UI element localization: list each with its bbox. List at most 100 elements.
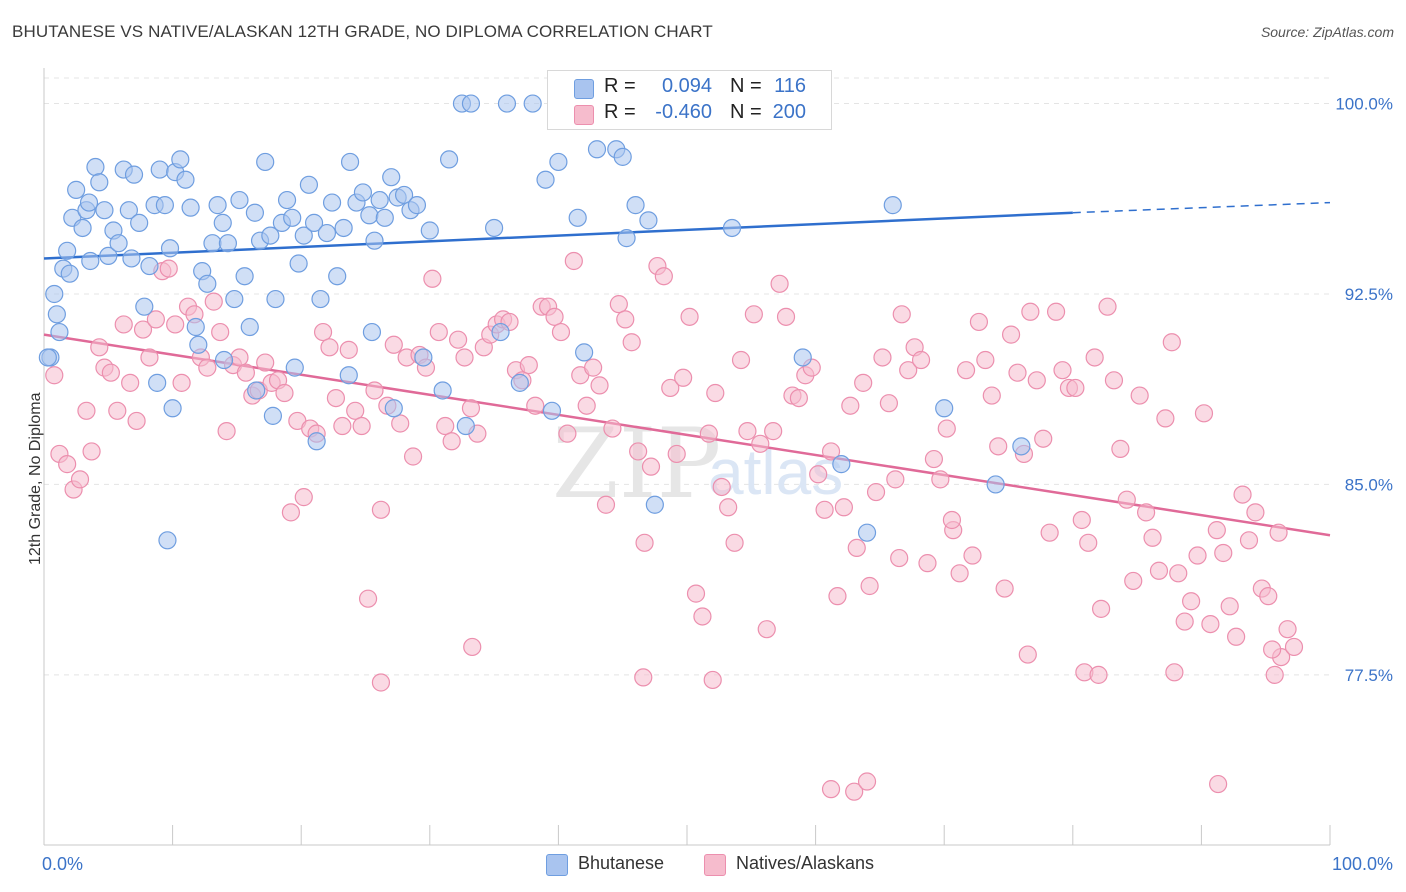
data-point [1209, 774, 1228, 794]
data-point [158, 531, 177, 550]
data-point [815, 500, 834, 519]
data-point [277, 190, 297, 210]
data-point [82, 442, 101, 461]
data-point [757, 620, 776, 639]
data-point [725, 533, 744, 552]
data-point [58, 455, 77, 474]
series-bhutanese [38, 94, 1031, 550]
data-point [1104, 371, 1124, 390]
data-point [1027, 371, 1046, 390]
data-point [603, 419, 622, 438]
data-point [738, 422, 757, 441]
data-point [333, 416, 352, 436]
data-point [809, 465, 828, 484]
data-point [213, 213, 232, 232]
data-point [545, 307, 564, 326]
y-axis-label: 12th Grade, No Diploma [27, 392, 44, 565]
y-tick-labels: 77.5% 85.0% 92.5% 100.0% [1335, 95, 1393, 685]
data-point [793, 348, 812, 367]
data-point [150, 160, 169, 179]
data-point [1018, 645, 1037, 664]
data-point [320, 338, 339, 357]
data-point [60, 264, 79, 283]
data-point [146, 310, 165, 329]
data-point [982, 386, 1001, 405]
data-point [629, 442, 648, 461]
data-point [217, 422, 236, 441]
data-point [79, 193, 99, 212]
data-point [384, 335, 403, 354]
data-point [989, 437, 1008, 456]
data-point [322, 193, 342, 212]
data-point [857, 523, 877, 542]
data-point [122, 249, 141, 268]
data-point [536, 170, 555, 189]
data-point [956, 361, 976, 380]
data-point [703, 670, 722, 690]
data-point [1175, 612, 1194, 631]
data-point [159, 259, 178, 278]
data-point [1162, 333, 1181, 352]
data-point [1149, 561, 1169, 580]
data-point [661, 378, 680, 398]
data-point [133, 320, 153, 339]
data-point [281, 503, 301, 522]
data-point [101, 363, 120, 382]
data-point [616, 310, 635, 329]
data-point [1066, 378, 1085, 398]
data-point [328, 267, 347, 286]
trend-line-extension [1072, 201, 1331, 214]
data-point [873, 348, 892, 367]
data-point [770, 274, 789, 293]
series-natives-alaskans [45, 251, 1304, 801]
data-point [584, 358, 603, 377]
y-tick-label: 100.0% [1335, 95, 1393, 114]
data-point [70, 470, 90, 489]
data-point [384, 399, 403, 418]
data-point [433, 381, 452, 400]
data-point [519, 355, 538, 375]
data-point [95, 201, 114, 220]
data-point [832, 455, 851, 474]
data-point [230, 348, 249, 367]
data-point [375, 208, 394, 227]
data-point [218, 234, 237, 253]
data-point [1111, 439, 1130, 458]
stats-row-bhutanese: R = 0.094 N = 116 [548, 75, 831, 101]
watermark-zip: ZIP [552, 408, 721, 520]
data-point [937, 419, 956, 438]
data-point [1259, 587, 1278, 606]
data-point [81, 251, 100, 271]
data-point [542, 401, 562, 420]
data-point [587, 140, 607, 159]
y-tick-label: 92.5% [1345, 285, 1393, 304]
data-point [1130, 386, 1149, 405]
data-point [155, 196, 174, 215]
data-point [693, 607, 712, 626]
natives-swatch [574, 105, 594, 125]
data-point [429, 322, 448, 342]
data-point [497, 94, 517, 113]
data-point [240, 317, 259, 337]
data-point [99, 246, 118, 266]
bhutanese-swatch [546, 854, 568, 876]
data-point [371, 500, 391, 519]
data-point [1040, 523, 1059, 542]
n-value: 116 [774, 75, 806, 97]
data-point [963, 546, 982, 565]
data-point [45, 366, 64, 385]
data-point [382, 168, 401, 187]
data-point [622, 333, 641, 352]
x-tick-label: 0.0% [42, 854, 83, 874]
data-point [456, 416, 475, 436]
data-point [950, 564, 969, 583]
data-point [124, 165, 144, 184]
data-point [719, 498, 738, 517]
data-point [590, 376, 609, 395]
data-point [1008, 363, 1027, 382]
data-point [67, 180, 86, 199]
data-point [235, 267, 254, 286]
data-point [626, 196, 645, 215]
data-point [420, 221, 439, 240]
data-point [461, 399, 481, 418]
